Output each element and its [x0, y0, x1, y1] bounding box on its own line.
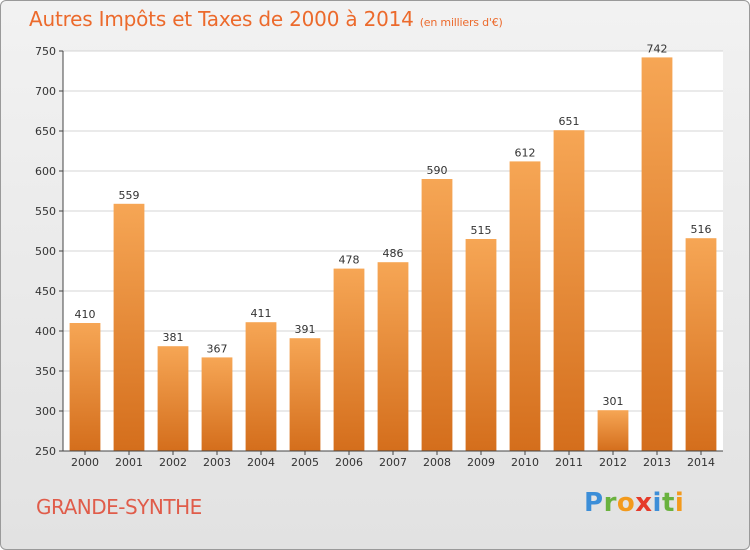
bar-2004 [245, 322, 277, 451]
x-tick-label: 2003 [203, 456, 231, 469]
data-label: 742 [647, 42, 668, 55]
logo-letter: i [652, 488, 662, 518]
data-label: 516 [691, 223, 712, 236]
logo-letter: x [635, 488, 653, 518]
logo-letter: t [661, 488, 675, 518]
x-tick-label: 2008 [423, 456, 451, 469]
bar-2011 [553, 130, 585, 451]
data-label: 367 [207, 342, 228, 355]
y-tick-label: 500 [35, 245, 56, 258]
y-tick-label: 450 [35, 285, 56, 298]
bar-2006 [333, 268, 365, 451]
y-tick-label: 250 [35, 445, 56, 458]
data-label: 391 [295, 323, 316, 336]
x-tick-label: 2001 [115, 456, 143, 469]
y-tick-label: 750 [35, 45, 56, 58]
y-tick-label: 600 [35, 165, 56, 178]
logo-letter: r [603, 488, 617, 518]
chart-title: Autres Impôts et Taxes de 2000 à 2014 (en… [29, 7, 503, 31]
bar-2012 [597, 410, 629, 451]
bar-2013 [641, 57, 673, 452]
data-label: 486 [383, 247, 404, 260]
x-tick-label: 2009 [467, 456, 495, 469]
data-label: 515 [471, 224, 492, 237]
y-tick-label: 300 [35, 405, 56, 418]
data-label: 559 [119, 189, 140, 202]
data-label: 478 [339, 254, 360, 267]
x-tick-label: 2013 [643, 456, 671, 469]
x-tick-label: 2006 [335, 456, 363, 469]
bar-2003 [201, 357, 233, 451]
y-tick-label: 400 [35, 325, 56, 338]
bar-2000 [69, 323, 101, 451]
data-label: 612 [515, 146, 536, 159]
x-tick-label: 2010 [511, 456, 539, 469]
x-tick-label: 2000 [71, 456, 99, 469]
data-label: 381 [163, 331, 184, 344]
bar-2005 [289, 338, 321, 451]
logo-letter: P [584, 488, 604, 518]
bar-2010 [509, 161, 541, 451]
bar-2001 [113, 203, 145, 451]
chart-subtitle: (en milliers d'€) [419, 16, 503, 29]
y-tick-label: 550 [35, 205, 56, 218]
data-label: 411 [251, 307, 272, 320]
data-label: 410 [75, 308, 96, 321]
y-tick-label: 350 [35, 365, 56, 378]
bar-2009 [465, 239, 497, 451]
bar-2007 [377, 262, 409, 451]
city-name: GRANDE-SYNTHE [36, 495, 202, 519]
x-tick-label: 2007 [379, 456, 407, 469]
data-label: 590 [427, 164, 448, 177]
proxiti-logo: Proxiti [584, 488, 684, 518]
bar-2014 [685, 238, 717, 451]
x-tick-label: 2005 [291, 456, 319, 469]
y-tick-label: 650 [35, 125, 56, 138]
x-tick-label: 2012 [599, 456, 627, 469]
bar-2002 [157, 346, 189, 451]
x-tick-label: 2011 [555, 456, 583, 469]
data-label: 301 [603, 395, 624, 408]
bar-2008 [421, 179, 453, 451]
x-tick-label: 2004 [247, 456, 275, 469]
chart-title-text: Autres Impôts et Taxes de 2000 à 2014 [29, 7, 414, 31]
x-tick-label: 2002 [159, 456, 187, 469]
x-tick-label: 2014 [687, 456, 715, 469]
data-label: 651 [559, 115, 580, 128]
logo-letter: i [674, 488, 685, 518]
y-tick-label: 700 [35, 85, 56, 98]
logo-letter: o [616, 488, 636, 518]
